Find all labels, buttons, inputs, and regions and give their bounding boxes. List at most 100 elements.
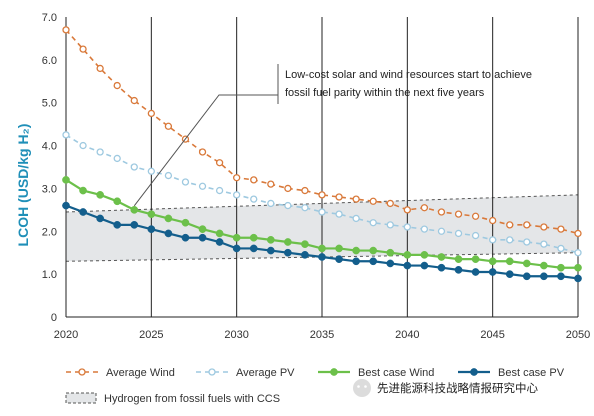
data-point: [523, 238, 531, 246]
data-point: [352, 246, 360, 255]
y-tick-label: 5.0: [42, 98, 57, 110]
annotation-text: Low-cost solar and wind resources start …: [285, 69, 532, 81]
data-point: [215, 238, 224, 246]
data-point: [198, 225, 207, 233]
data-point: [574, 263, 582, 272]
data-point: [62, 131, 70, 139]
x-tick-label: 2020: [54, 329, 78, 341]
data-point: [79, 141, 87, 150]
data-point: [96, 191, 104, 199]
data-point: [488, 257, 497, 266]
data-point: [557, 225, 565, 233]
data-point: [147, 225, 156, 233]
y-tick-label: 2.0: [42, 226, 57, 238]
data-point: [471, 231, 480, 240]
x-tick-label: 2040: [395, 329, 419, 341]
data-point: [79, 186, 87, 195]
data-point: [403, 223, 411, 231]
data-point: [471, 212, 480, 220]
x-tick-label: 2045: [480, 329, 504, 341]
data-point: [489, 236, 497, 244]
data-point: [233, 191, 241, 199]
data-point: [386, 199, 394, 208]
legend-marker: [208, 368, 216, 376]
data-point: [403, 251, 412, 259]
data-point: [164, 229, 173, 238]
data-point: [62, 26, 70, 34]
data-point: [420, 261, 429, 270]
data-point: [147, 210, 156, 218]
x-tick-label: 2035: [310, 329, 334, 341]
data-point: [352, 257, 360, 266]
y-axis-label: LCOH (USD/kg H₂): [15, 124, 31, 247]
data-point: [489, 216, 497, 225]
data-point: [232, 233, 241, 242]
watermark-logo-dot: [357, 385, 360, 388]
data-point: [574, 249, 582, 257]
data-point: [420, 204, 429, 212]
data-point: [557, 263, 565, 272]
data-point: [420, 251, 429, 259]
data-point: [267, 180, 275, 188]
data-point: [113, 154, 121, 163]
data-point: [113, 81, 121, 90]
data-point: [352, 195, 360, 203]
data-point: [471, 268, 480, 276]
data-point: [540, 261, 548, 270]
data-point: [164, 214, 173, 223]
data-point: [488, 268, 497, 276]
data-point: [215, 229, 224, 238]
data-point: [301, 204, 309, 212]
data-point: [471, 255, 480, 263]
data-point: [540, 240, 548, 248]
legend-label: Average Wind: [106, 367, 175, 379]
data-point: [266, 246, 275, 255]
data-point: [318, 191, 326, 199]
data-point: [250, 195, 258, 203]
legend-label: Average PV: [236, 367, 295, 379]
data-point: [369, 219, 377, 227]
watermark-logo-dot: [364, 385, 367, 388]
data-point: [96, 214, 104, 223]
data-point: [266, 236, 275, 244]
data-point: [335, 244, 343, 253]
y-tick-label: 1.0: [42, 269, 57, 281]
data-point: [215, 186, 224, 195]
data-point: [113, 197, 122, 206]
data-point: [301, 186, 309, 195]
data-point: [557, 272, 565, 281]
data-point: [335, 210, 343, 218]
data-point: [62, 176, 70, 184]
legend-marker: [330, 368, 338, 376]
y-tick-label: 4.0: [42, 141, 57, 153]
data-point: [369, 246, 378, 255]
legend-item-average-pv: Average PV: [196, 367, 295, 379]
data-point: [130, 163, 138, 171]
data-point: [215, 159, 224, 167]
data-point: [232, 244, 241, 253]
data-point: [249, 233, 258, 242]
legend-item-average-wind: Average Wind: [66, 367, 175, 379]
data-point: [352, 214, 360, 223]
y-tick-label: 3.0: [42, 183, 57, 195]
data-point: [335, 255, 343, 263]
data-point: [454, 229, 463, 238]
data-point: [198, 148, 207, 156]
data-point: [557, 244, 565, 253]
data-point: [164, 122, 173, 130]
data-point: [574, 229, 582, 238]
legend-marker: [78, 368, 86, 376]
x-tick-label: 2050: [566, 329, 590, 341]
data-point: [437, 208, 446, 216]
data-point: [454, 255, 463, 263]
data-point: [386, 221, 394, 229]
data-point: [420, 225, 429, 233]
data-point: [284, 248, 292, 257]
data-point: [540, 223, 548, 231]
data-point: [540, 272, 548, 281]
data-point: [506, 221, 514, 229]
legend-item-best-case-wind: Best case Wind: [318, 367, 434, 379]
data-point: [79, 45, 87, 53]
legend-label: Best case PV: [498, 367, 565, 379]
data-point: [437, 263, 446, 272]
